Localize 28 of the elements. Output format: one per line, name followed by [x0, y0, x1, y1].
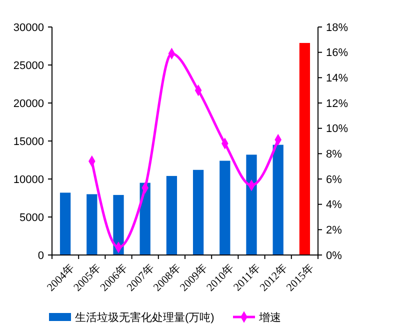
bar	[60, 192, 71, 255]
y-tick-label: 20000	[13, 98, 44, 110]
bar	[220, 160, 230, 255]
y2-tick-label: 18%	[326, 22, 348, 34]
y-tick-label: 15000	[13, 136, 44, 148]
y-tick-label: 30000	[13, 22, 44, 34]
bar	[86, 194, 98, 255]
bar	[166, 176, 178, 255]
y2-tick-label: 10%	[326, 123, 348, 136]
y-tick-label: 5000	[20, 212, 44, 224]
y-tick-label: 25000	[13, 60, 44, 72]
y2-tick-label: 4%	[326, 199, 342, 212]
bar	[113, 194, 124, 255]
bar	[246, 154, 257, 255]
y2-tick-label: 16%	[326, 47, 348, 60]
bar	[192, 170, 204, 255]
y-tick-label: 10000	[13, 174, 44, 186]
bar	[299, 42, 310, 255]
y2-tick-label: 2%	[326, 224, 342, 237]
y2-tick-label: 6%	[326, 174, 342, 186]
y-tick-label: 0	[38, 250, 44, 262]
bar	[272, 144, 284, 255]
y2-tick-label: 0%	[326, 250, 342, 262]
legend-label: 生活垃圾无害化处理量(万吨)	[75, 310, 214, 324]
y2-tick-label: 8%	[326, 148, 342, 161]
y2-tick-label: 14%	[326, 72, 348, 85]
legend-label: 增速	[258, 310, 281, 324]
y2-tick-label: 12%	[326, 98, 348, 110]
